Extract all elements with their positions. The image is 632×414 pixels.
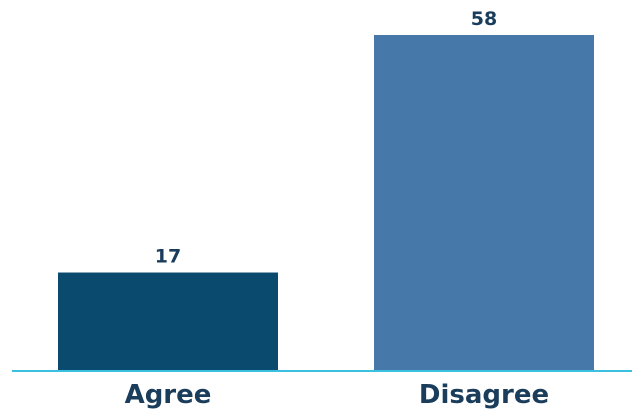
- bar-disagree: [374, 35, 594, 371]
- x-tick-labels-group: Agree Disagree: [125, 380, 550, 410]
- bar-agree: [58, 272, 278, 371]
- bars-group: [58, 35, 594, 371]
- value-label-disagree: 58: [471, 8, 497, 30]
- value-label-agree: 17: [155, 246, 181, 268]
- x-tick-label-agree: Agree: [125, 380, 212, 410]
- x-tick-label-disagree: Disagree: [419, 380, 549, 410]
